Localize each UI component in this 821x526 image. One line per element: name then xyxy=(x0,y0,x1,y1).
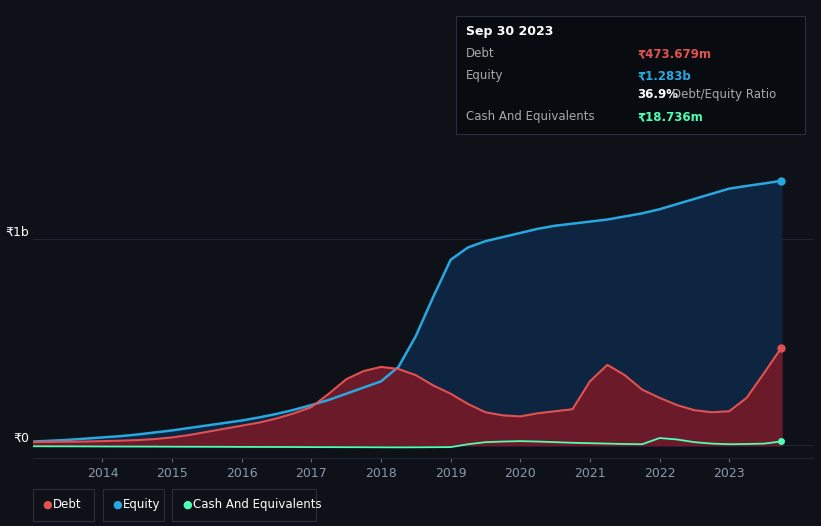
Text: 36.9%: 36.9% xyxy=(637,88,678,101)
Text: Debt: Debt xyxy=(466,47,494,60)
Text: Debt: Debt xyxy=(53,499,82,511)
Text: ●: ● xyxy=(112,500,122,510)
Text: ₹1.283b: ₹1.283b xyxy=(637,69,690,83)
Text: ●: ● xyxy=(182,500,192,510)
Text: Debt/Equity Ratio: Debt/Equity Ratio xyxy=(672,88,776,101)
Text: ₹0: ₹0 xyxy=(13,432,29,445)
Text: Cash And Equivalents: Cash And Equivalents xyxy=(193,499,322,511)
Text: ₹1b: ₹1b xyxy=(5,226,29,239)
Text: Equity: Equity xyxy=(123,499,161,511)
Text: Cash And Equivalents: Cash And Equivalents xyxy=(466,110,594,123)
Text: Sep 30 2023: Sep 30 2023 xyxy=(466,25,553,38)
Text: Equity: Equity xyxy=(466,69,503,83)
Text: ₹473.679m: ₹473.679m xyxy=(637,47,711,60)
Text: ●: ● xyxy=(43,500,53,510)
Text: ₹18.736m: ₹18.736m xyxy=(637,110,703,123)
